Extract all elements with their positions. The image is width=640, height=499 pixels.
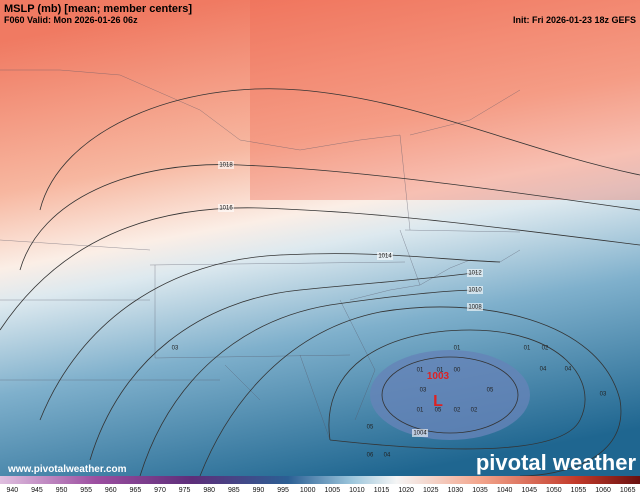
member-center: 01 xyxy=(437,368,444,374)
member-center: 04 xyxy=(540,367,547,373)
high-pressure-shade xyxy=(250,0,640,200)
colorbar xyxy=(0,476,640,484)
member-center: 00 xyxy=(454,368,461,374)
colorbar-label: 960 xyxy=(105,487,117,494)
site-url: www.pivotalweather.com xyxy=(7,464,127,475)
member-center: 01 xyxy=(417,408,424,414)
member-center: 04 xyxy=(565,367,572,373)
member-center: 03 xyxy=(420,388,427,394)
colorbar-label: 1010 xyxy=(349,487,365,494)
member-center: 04 xyxy=(384,453,391,459)
colorbar-label: 945 xyxy=(31,487,43,494)
init-time: Init: Fri 2026-01-23 18z GEFS xyxy=(513,15,636,25)
colorbar-label: 990 xyxy=(253,487,265,494)
low-pressure-shade xyxy=(370,350,530,440)
colorbar-label: 1030 xyxy=(448,487,464,494)
map-title: MSLP (mb) [mean; member centers] xyxy=(4,3,192,15)
colorbar-label: 1000 xyxy=(300,487,316,494)
contour-label: 1018 xyxy=(219,163,233,169)
member-center: 01 xyxy=(524,346,531,352)
member-center: 02 xyxy=(542,346,549,352)
colorbar-label: 985 xyxy=(228,487,240,494)
label-bg xyxy=(218,204,234,212)
contour-labels: 1018 1016 1014 1012 1010 1008 1004 xyxy=(218,161,483,437)
member-center: 05 xyxy=(367,425,374,431)
member-center: 03 xyxy=(600,392,607,398)
member-center: 05 xyxy=(435,408,442,414)
colorbar-label: 1055 xyxy=(571,487,587,494)
contour-label: 1014 xyxy=(378,254,392,260)
colorbar-label: 950 xyxy=(56,487,68,494)
colorbar-labels: 940 945 950 955 960 965 970 975 980 985 990 995 1000… xyxy=(6,487,635,494)
colorbar-label: 1020 xyxy=(398,487,414,494)
member-center: 01 xyxy=(454,346,461,352)
label-bg xyxy=(218,161,234,169)
label-bg xyxy=(467,286,483,294)
member-center: 02 xyxy=(454,408,461,414)
contour-label: 1016 xyxy=(219,206,233,212)
colorbar-label: 940 xyxy=(6,487,18,494)
label-bg xyxy=(467,303,483,311)
colorbar-label: 965 xyxy=(130,487,142,494)
label-bg xyxy=(412,429,428,437)
member-center: 06 xyxy=(367,453,374,459)
colorbar-label: 1005 xyxy=(325,487,341,494)
colorbar-label: 1045 xyxy=(521,487,537,494)
colorbar-label: 955 xyxy=(80,487,92,494)
member-center: 03 xyxy=(172,346,179,352)
valid-time: F060 Valid: Mon 2026-01-26 06z xyxy=(4,15,138,25)
member-center: 02 xyxy=(471,408,478,414)
member-center: 05 xyxy=(487,388,494,394)
colorbar-label: 1015 xyxy=(374,487,390,494)
member-centers: 03 01 02 01 01 00 04 04 01 03 05 03 01 05 02 02 05 06 04 xyxy=(172,346,607,459)
contour-label: 1010 xyxy=(468,288,482,294)
colorbar-label: 970 xyxy=(154,487,166,494)
label-bg xyxy=(467,269,483,277)
colorbar-label: 1050 xyxy=(546,487,562,494)
colorbar-label: 1065 xyxy=(620,487,636,494)
label-bg xyxy=(377,252,393,260)
isobars xyxy=(0,88,640,477)
pressure-field xyxy=(0,0,640,476)
contour-label: 1012 xyxy=(468,271,482,277)
contour-label: 1004 xyxy=(413,431,427,437)
colorbar-label: 980 xyxy=(203,487,215,494)
low-value: 1003 xyxy=(427,371,450,382)
colorbar-label: 995 xyxy=(277,487,289,494)
colorbar-label: 975 xyxy=(179,487,191,494)
colorbar-label: 1040 xyxy=(497,487,513,494)
brand-watermark: pivotal weather xyxy=(476,450,637,475)
low-symbol: L xyxy=(433,393,443,410)
member-center: 01 xyxy=(417,368,424,374)
colorbar-label: 1060 xyxy=(595,487,611,494)
colorbar-label: 1025 xyxy=(423,487,439,494)
colorbar-label: 1035 xyxy=(472,487,488,494)
contour-label: 1008 xyxy=(468,305,482,311)
